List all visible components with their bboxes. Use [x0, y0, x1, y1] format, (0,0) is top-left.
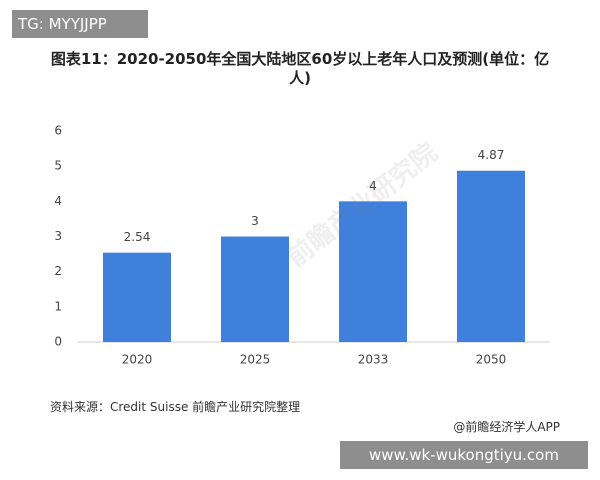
y-tick-label: 3 — [54, 229, 62, 243]
x-tick-label: 2050 — [476, 353, 507, 367]
value-label: 4.87 — [478, 148, 505, 162]
credit: @前瞻经济学人APP — [453, 420, 560, 434]
bar — [339, 201, 407, 342]
x-tick-label: 2033 — [358, 353, 389, 367]
bar — [457, 170, 525, 342]
y-tick-label: 5 — [54, 159, 62, 173]
site-watermark: www.wk-wukongtiyu.com — [340, 441, 588, 469]
value-label: 2.54 — [124, 230, 151, 244]
x-tick-label: 2020 — [122, 353, 153, 367]
y-tick-label: 4 — [54, 194, 62, 208]
x-tick-label: 2025 — [240, 353, 271, 367]
value-label: 3 — [251, 214, 259, 228]
y-tick-label: 1 — [54, 299, 62, 313]
y-tick-label: 6 — [54, 124, 62, 138]
bar — [103, 252, 171, 342]
y-tick-label: 2 — [54, 264, 62, 278]
source: 资料来源：Credit Suisse 前瞻产业研究院整理 — [50, 400, 301, 414]
bar — [221, 236, 289, 342]
tag: TG: MYYJJPP — [12, 10, 148, 38]
chart-title: 图表11：2020-2050年全国大陆地区60岁以上老年人口及预测(单位：亿人) — [50, 50, 550, 87]
value-label: 4 — [369, 179, 377, 193]
y-tick-label: 0 — [54, 335, 62, 349]
